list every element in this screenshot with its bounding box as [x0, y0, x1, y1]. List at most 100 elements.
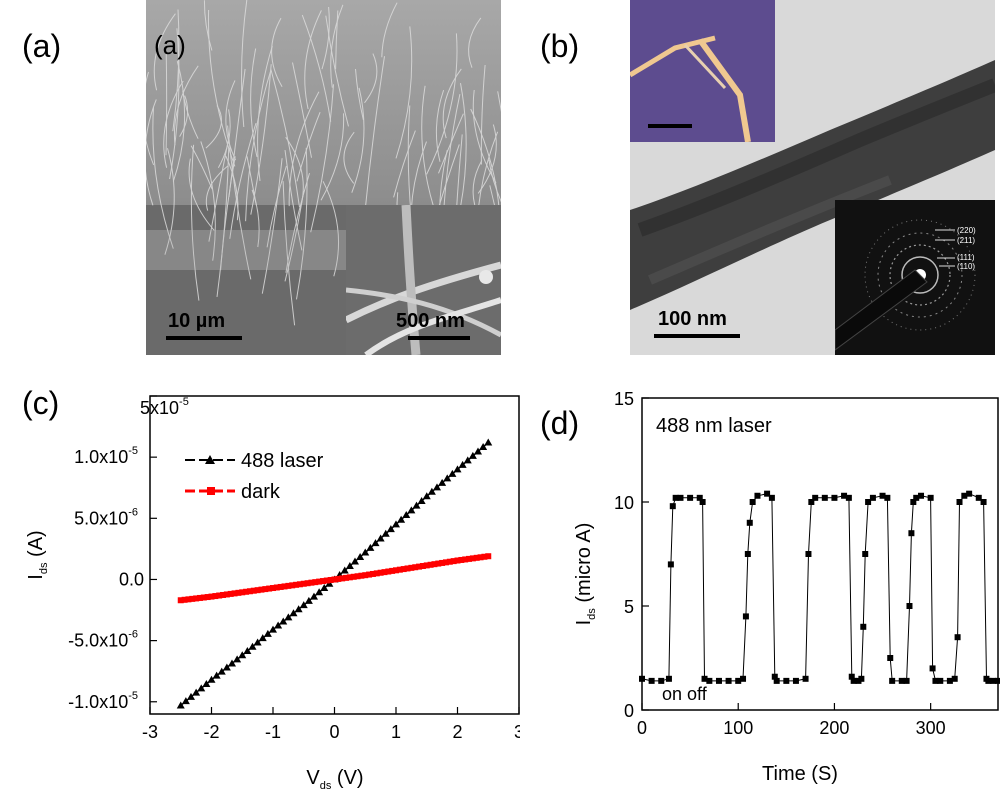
sem-scale-label: 10 µm — [168, 310, 226, 332]
data-point-dark — [212, 593, 219, 600]
sem-fiber — [310, 84, 334, 233]
y-tick-label: -1.0x10-5 — [68, 690, 138, 712]
x-tick-label: -1 — [265, 722, 281, 742]
data-point-dark — [462, 556, 469, 563]
data-point-dark — [223, 591, 230, 598]
data-point — [951, 675, 958, 682]
data-point-dark — [412, 564, 419, 571]
sem-fiber — [296, 147, 308, 300]
data-point — [841, 492, 848, 499]
data-point-laser — [176, 701, 185, 709]
y-axis-label: Ids (A) — [25, 530, 50, 579]
sem-scale-bar — [166, 336, 242, 340]
data-point-laser — [263, 629, 272, 637]
data-point — [808, 499, 815, 505]
x-tick-label: 200 — [819, 718, 849, 738]
data-point-laser — [233, 655, 242, 663]
data-point-dark — [396, 566, 403, 573]
x-tick-label: 0 — [637, 718, 647, 738]
sem-fiber — [216, 147, 230, 297]
data-point-laser — [304, 596, 313, 604]
data-point-laser — [248, 642, 257, 650]
data-point — [903, 677, 910, 684]
y-tick-label: 10 — [614, 493, 634, 513]
data-point-dark — [262, 586, 269, 593]
data-point-dark — [381, 569, 388, 576]
data-point-laser — [371, 539, 380, 547]
data-point — [929, 665, 936, 672]
sem-nanowire-array — [146, 0, 501, 355]
y-tick-label-top: 5x10-5 — [140, 396, 189, 418]
data-point — [845, 494, 852, 501]
sem-fiber — [146, 99, 157, 206]
data-point — [913, 494, 920, 501]
data-point-dark — [293, 581, 300, 588]
data-point-laser — [284, 613, 293, 621]
data-point — [975, 494, 982, 501]
data-point — [699, 499, 706, 505]
data-point-laser — [397, 515, 406, 523]
data-point — [850, 677, 857, 684]
data-point-dark — [196, 594, 203, 601]
data-point-laser — [217, 667, 226, 675]
data-point-laser — [212, 671, 221, 679]
sem-fiber — [220, 156, 236, 271]
sem-fiber — [292, 62, 312, 158]
sem-fiber — [250, 48, 258, 158]
data-point-dark — [427, 561, 434, 568]
data-point — [906, 603, 913, 609]
data-point — [908, 530, 915, 537]
sem-fiber — [172, 9, 180, 132]
data-point — [706, 677, 713, 684]
data-point-dark — [304, 580, 311, 587]
data-point-laser — [433, 483, 441, 491]
data-point — [648, 677, 655, 684]
data-point-dark — [227, 590, 234, 597]
data-point-dark — [335, 575, 342, 582]
data-point-dark — [189, 595, 196, 602]
data-point-laser — [422, 492, 431, 500]
tem-image: (220) (211) (111) (110) 100 nm — [630, 0, 995, 355]
legend-label-dark: dark — [241, 481, 281, 503]
y-tick-label: 15 — [614, 389, 634, 409]
sem-fiber — [205, 165, 228, 211]
data-point-dark — [250, 587, 257, 594]
sem-fiber — [364, 56, 385, 215]
data-point — [985, 677, 992, 684]
saed-pattern: (220) (211) (111) (110) — [834, 200, 995, 355]
data-point-dark — [377, 569, 384, 576]
data-point-dark — [277, 583, 284, 590]
sem-fiber — [205, 105, 222, 149]
data-point-dark — [185, 596, 192, 603]
data-point-dark — [339, 575, 346, 582]
data-point — [865, 499, 872, 505]
legend-label-laser: 488 laser — [241, 450, 324, 472]
y-tick-label: 5 — [624, 597, 634, 617]
panel-c-label: (c) — [22, 385, 60, 421]
data-point-laser — [345, 562, 354, 570]
data-point — [773, 677, 780, 684]
x-tick-label: -2 — [203, 722, 219, 742]
sem-fiber — [270, 69, 300, 208]
data-point-laser — [427, 487, 436, 495]
data-point-dark — [254, 587, 261, 594]
data-point-dark — [231, 590, 238, 597]
x-tick-label: -3 — [142, 722, 158, 742]
data-point-dark — [369, 570, 376, 577]
sem-fiber — [355, 68, 364, 121]
sem-fiber — [301, 14, 332, 122]
data-point — [744, 551, 751, 557]
sem-fiber — [165, 51, 168, 156]
data-point-laser — [299, 601, 308, 609]
data-point — [858, 675, 865, 682]
data-point — [687, 494, 694, 501]
data-point-laser — [202, 680, 211, 688]
data-point-laser — [381, 529, 390, 537]
data-point-dark — [350, 573, 357, 580]
data-point-dark — [393, 567, 399, 574]
sem-fiber — [251, 189, 260, 248]
data-point-laser — [258, 634, 267, 642]
sem-fiber — [182, 90, 199, 139]
data-point-dark — [389, 567, 396, 574]
data-point — [771, 673, 778, 680]
